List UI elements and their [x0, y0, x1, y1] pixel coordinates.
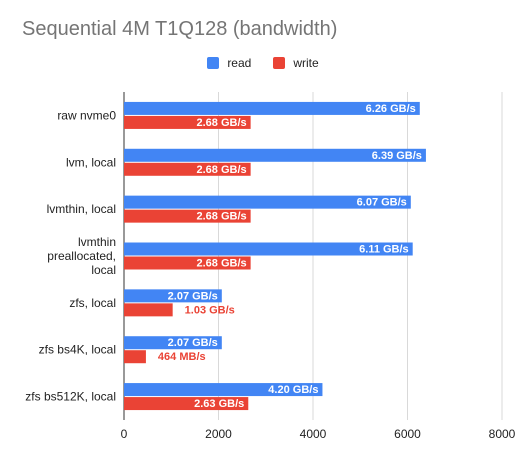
category-label: lvmthin, local — [47, 202, 116, 216]
read-bar — [124, 148, 426, 162]
legend-item-read[interactable]: read — [207, 56, 251, 70]
category-label: local — [91, 263, 116, 277]
chart-title: Sequential 4M T1Q128 (bandwidth) — [22, 18, 338, 40]
write-data-label: 2.68 GB/s — [196, 164, 246, 176]
write-data-label: 2.68 GB/s — [196, 258, 246, 270]
read-bar — [124, 289, 222, 303]
write-data-label: 2.63 GB/s — [194, 398, 244, 410]
read-data-label: 6.26 GB/s — [366, 103, 416, 115]
legend-item-write[interactable]: write — [273, 56, 319, 70]
read-data-label: 4.20 GB/s — [268, 384, 318, 396]
write-bar — [124, 162, 251, 176]
read-data-label: 2.07 GB/s — [168, 290, 218, 302]
write-data-label: 464 MB/s — [158, 351, 206, 363]
x-tick-label: 0 — [121, 427, 128, 441]
read-bar — [124, 336, 222, 350]
write-bar — [124, 115, 251, 129]
write-data-label: 1.03 GB/s — [185, 304, 235, 316]
write-bar — [124, 397, 249, 411]
read-bar — [124, 101, 420, 115]
write-bar — [124, 209, 251, 223]
category-label: preallocated, — [47, 249, 116, 263]
x-tick-label: 2000 — [205, 427, 232, 441]
legend-swatch-write — [273, 57, 286, 69]
read-data-label: 2.07 GB/s — [168, 337, 218, 349]
read-bar — [124, 195, 411, 209]
category-label: lvmthin — [78, 235, 116, 249]
write-data-label: 2.68 GB/s — [196, 211, 246, 223]
read-bar — [124, 383, 323, 397]
read-data-label: 6.07 GB/s — [357, 197, 407, 209]
legend-swatch-read — [207, 57, 220, 69]
x-tick-label: 6000 — [394, 427, 421, 441]
x-tick-label: 8000 — [489, 427, 516, 441]
category-label: zfs bs4K, local — [39, 343, 116, 357]
category-label: zfs, local — [69, 296, 116, 310]
x-tick-label: 4000 — [300, 427, 327, 441]
read-bar — [124, 242, 413, 256]
legend-label-write: write — [293, 56, 319, 70]
write-bar — [124, 350, 146, 364]
write-bar — [124, 256, 251, 270]
write-data-label: 2.68 GB/s — [196, 117, 246, 129]
read-data-label: 6.39 GB/s — [372, 150, 422, 162]
category-label: zfs bs512K, local — [25, 390, 116, 404]
read-data-label: 6.11 GB/s — [359, 244, 409, 256]
legend: read write — [0, 56, 526, 70]
category-label: lvm, local — [66, 155, 116, 169]
write-bar — [124, 303, 173, 317]
legend-label-read: read — [227, 56, 252, 70]
category-label: raw nvme0 — [57, 108, 116, 122]
